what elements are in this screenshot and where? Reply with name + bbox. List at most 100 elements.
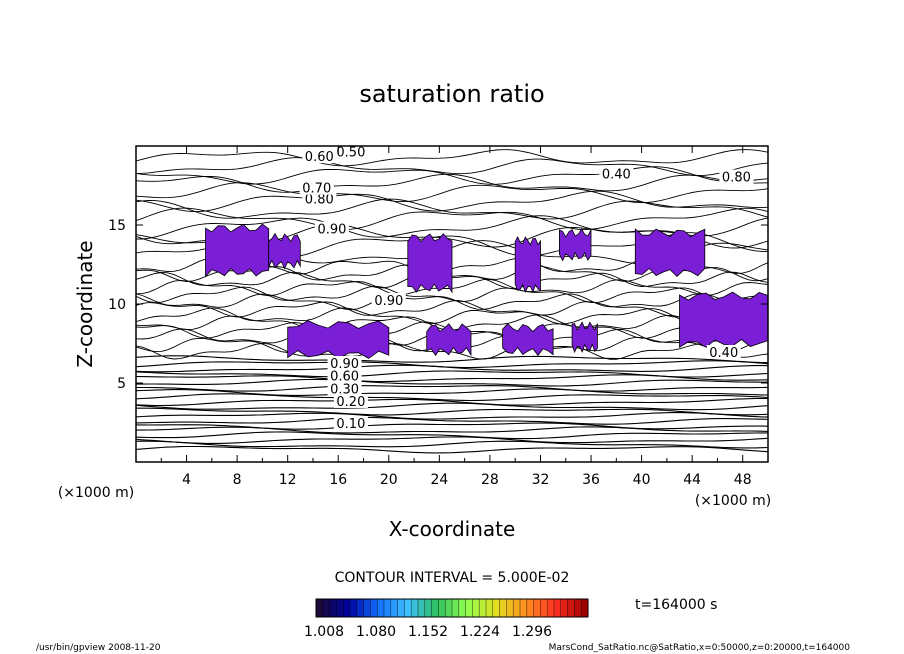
contour-line [136,440,768,449]
supersaturated-regions [205,223,768,359]
contour-line [136,293,768,311]
contour-label-bg [327,381,362,396]
colorbar-cell [418,599,426,617]
colorbar-cell [397,599,405,617]
contour-line [136,422,768,430]
chart-title: saturation ratio [359,80,544,108]
contour-label: 0.90 [374,294,403,309]
contour-label: 0.50 [336,145,365,160]
colorbar-cell [492,599,501,617]
y-tick-label: 15 [108,218,126,234]
contour-line [136,198,768,220]
contour-line [136,397,768,407]
colorbar-cell [499,599,507,617]
contour-label-bg [302,149,337,164]
contour-label: 0.80 [305,193,334,208]
contour-label-bg [302,191,337,206]
time-label: t=164000 s [635,597,717,613]
contour-line [136,166,768,185]
supersaturated-region [407,233,453,294]
y-tick-label: 5 [117,376,126,392]
contour-lines [136,149,768,454]
x-axis-label: X-coordinate [389,517,516,541]
colorbar-cell [526,599,535,617]
colorbar-cell [350,599,358,617]
x-tick-label: 36 [582,472,600,488]
x-tick-label: 12 [279,472,297,488]
contour-label: 0.60 [305,150,334,165]
contour-label-bg [327,356,362,371]
colorbar-cell [540,599,548,617]
contour-label-bg [299,180,334,195]
colorbar-cell [377,599,385,617]
contour-line [136,207,768,231]
y-axis-unit: (×1000 m) [58,485,134,501]
x-tick-label: 32 [532,472,550,488]
contour-label-bg [333,146,368,159]
contour-label-bg [333,393,368,408]
contour-label-bg [706,344,741,359]
contour-label: 0.90 [317,223,346,238]
colorbar-cell [554,599,562,617]
x-tick-label: 24 [430,472,448,488]
contour-label: 0.30 [330,382,359,397]
colorbar-cell [390,599,399,617]
colorbar-cell [581,599,589,617]
colorbar-cell [486,599,494,617]
colorbar-cell [520,599,528,617]
colorbar-cell [411,599,419,617]
contour-label-bg [314,221,349,236]
colorbar-cell [370,599,378,617]
colorbar-cell [458,599,467,617]
contour-line [136,360,768,369]
y-axis-ticks: 5 10 15 [108,218,768,392]
colorbar-cell [336,599,344,617]
contour-line [136,182,768,204]
x-tick-label: 44 [683,472,701,488]
supersaturated-region [514,236,541,294]
contour-line [136,370,768,378]
colorbar-cell [472,599,480,617]
supersaturated-region [571,321,598,354]
colorbar-frame [315,598,589,618]
colorbar [315,599,589,617]
x-tick-label: 40 [633,472,651,488]
colorbar-cell [513,599,521,617]
contour-line [136,393,768,402]
footer-left: /usr/bin/gpview 2008-11-20 [36,643,161,653]
colorbar-cell [533,599,541,617]
contour-labels: 0.100.200.300.600.900.900.900.800.700.60… [299,145,754,432]
contour-line [136,436,768,444]
x-tick-label: 16 [329,472,347,488]
supersaturated-region [502,323,554,357]
contour-line [136,378,768,387]
colorbar-cell [322,599,331,617]
contour-label: 0.40 [709,346,738,361]
contour-line [136,157,768,176]
supersaturated-region [205,223,270,278]
footer-right: MarsCond_SatRatio.nc@SatRatio,x=0:50000,… [549,643,851,653]
colorbar-tick-label: 1.080 [356,624,396,640]
contour-line [136,307,768,325]
contour-label-bg [371,292,406,307]
colorbar-cell [316,599,324,617]
y-tick-label: 10 [108,297,126,313]
colorbar-cell [431,599,439,617]
colorbar-cell [567,599,575,617]
contour-line [136,431,768,440]
contour-line [136,149,768,167]
contour-label: 0.70 [302,182,331,197]
contour-line [136,426,768,434]
contour-label: 0.80 [722,171,751,186]
contour-interval: CONTOUR INTERVAL = 5.000E-02 [335,570,570,586]
y-axis-label: Z-coordinate [73,240,97,367]
contour-label-bg [327,368,362,383]
colorbar-tick-label: 1.224 [460,624,500,640]
supersaturated-region [268,232,301,270]
supersaturated-region [679,291,768,349]
colorbar-cell [384,599,392,617]
x-tick-label: 4 [182,472,191,488]
colorbar-cell [574,599,582,617]
x-axis-ticks: 4 8 12 16 20 24 28 32 36 40 44 48 [160,146,752,488]
